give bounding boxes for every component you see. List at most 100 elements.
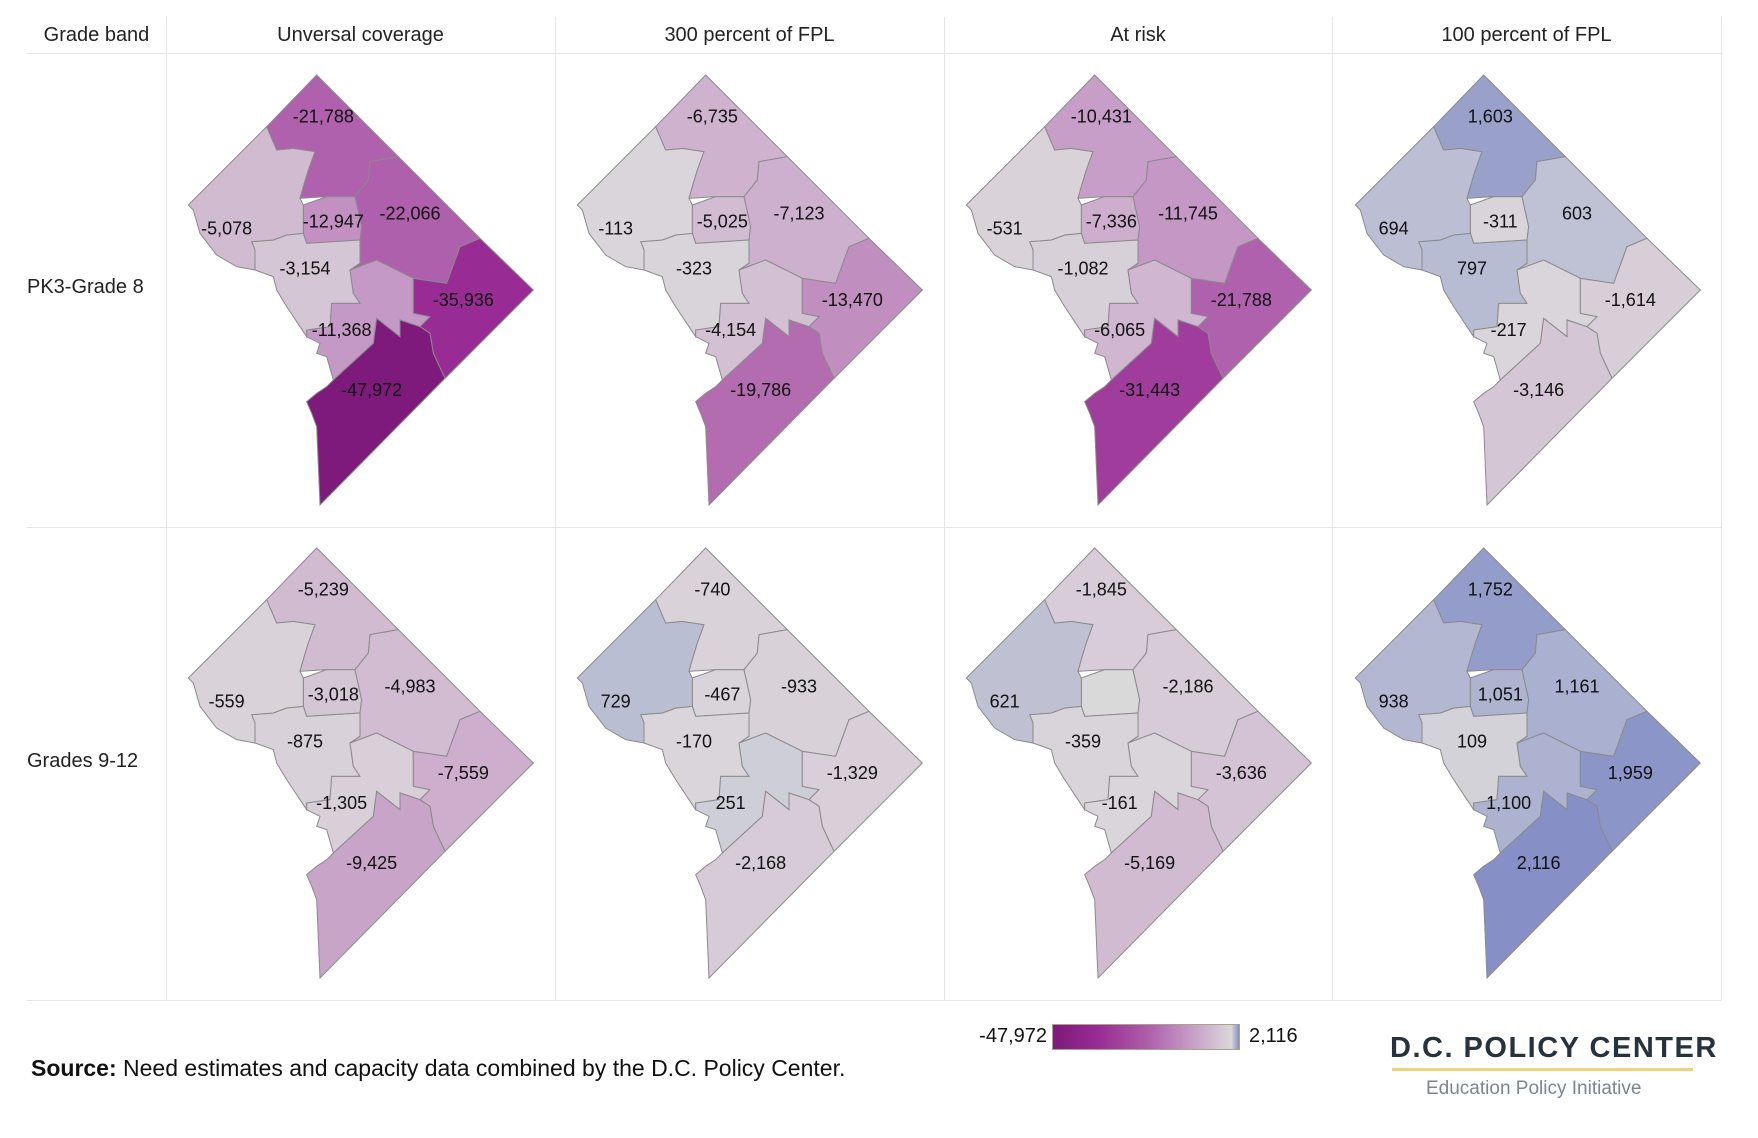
ward-1-value-label: -311 — [1483, 212, 1518, 232]
ward-3-value-label: 694 — [1379, 218, 1409, 238]
divider — [27, 527, 1721, 528]
ward-1-value-label: -467 — [704, 685, 740, 705]
ward-2-value-label: -170 — [676, 731, 712, 751]
logo-title: D.C. POLICY CENTER — [1390, 1032, 1718, 1064]
ward-8-region[interactable] — [695, 317, 835, 507]
map-pk3-grade8-300-fpl: -5,025 -323 -113 -6,735 -7,123 -4,154 -13,470 -… — [576, 74, 924, 507]
divider — [555, 17, 556, 1000]
ward-6-value-label: -1,305 — [316, 793, 367, 813]
ward-4-value-label: 1,752 — [1468, 580, 1513, 600]
ward-4-value-label: -6,735 — [687, 107, 738, 127]
ward-4-value-label: 1,603 — [1468, 107, 1513, 127]
divider — [944, 17, 945, 1000]
ward-4-value-label: -10,431 — [1071, 107, 1132, 127]
ward-3-value-label: -531 — [987, 218, 1023, 238]
source-label: Source: — [31, 1055, 117, 1081]
logo-subtitle: Education Policy Initiative — [1426, 1078, 1642, 1099]
ward-5-value-label: -2,186 — [1162, 676, 1213, 696]
ward-6-value-label: -6,065 — [1094, 320, 1145, 340]
ward-2-value-label: -875 — [287, 731, 323, 751]
ward-1-region[interactable] — [1080, 669, 1141, 717]
ward-6-value-label: 251 — [716, 793, 746, 813]
ward-7-value-label: -1,614 — [1605, 290, 1656, 310]
ward-1-value-label: -3,018 — [308, 685, 359, 705]
ward-8-value-label: -9,425 — [346, 853, 397, 873]
ward-8-region[interactable] — [1084, 790, 1224, 980]
ward-7-value-label: -21,788 — [1211, 290, 1272, 310]
ward-5-value-label: -22,066 — [379, 203, 440, 223]
divider — [1332, 17, 1333, 1000]
ward-8-region[interactable] — [1473, 790, 1613, 980]
column-header-100-fpl: 100 percent of FPL — [1332, 17, 1721, 54]
ward-8-value-label: -19,786 — [730, 380, 791, 400]
ward-7-value-label: -7,559 — [438, 763, 489, 783]
ward-6-value-label: -217 — [1491, 320, 1527, 340]
ward-7-value-label: -35,936 — [433, 290, 494, 310]
divider — [27, 1000, 1721, 1001]
ward-8-value-label: -3,146 — [1513, 380, 1564, 400]
ward-4-value-label: -5,239 — [298, 580, 349, 600]
ward-8-value-label: -31,443 — [1119, 380, 1180, 400]
ward-8-region[interactable] — [1084, 317, 1224, 507]
ward-2-value-label: -323 — [676, 258, 712, 278]
ward-2-value-label: -3,154 — [279, 258, 330, 278]
map-pk3-grade8-at-risk: -7,336 -1,082 -531 -10,431 -11,745 -6,065 -21,… — [965, 74, 1313, 507]
ward-2-value-label: -359 — [1065, 731, 1101, 751]
ward-8-region[interactable] — [306, 317, 446, 507]
ward-6-value-label: -4,154 — [705, 320, 756, 340]
ward-6-value-label: -11,368 — [312, 320, 372, 340]
grade-band-header: Grade band — [27, 17, 166, 54]
ward-4-value-label: -740 — [694, 580, 730, 600]
ward-2-value-label: -1,082 — [1057, 258, 1108, 278]
column-header-universal: Unversal coverage — [166, 17, 555, 54]
ward-8-value-label: -2,168 — [735, 853, 786, 873]
ward-5-value-label: 603 — [1562, 203, 1592, 223]
column-header-300-fpl: 300 percent of FPL — [555, 17, 944, 54]
ward-1-value-label: -12,947 — [303, 212, 364, 232]
ward-2-value-label: 109 — [1457, 731, 1487, 751]
divider — [166, 17, 167, 1000]
legend-max-label: 2,116 — [1249, 1025, 1298, 1047]
ward-3-value-label: -113 — [598, 218, 633, 238]
map-grades-9-12-at-risk: -359 621 -1,845 -2,186 -161 -3,636 -5,169 — [965, 547, 1313, 980]
ward-5-value-label: 1,161 — [1554, 676, 1599, 696]
ward-7-value-label: -1,329 — [827, 763, 878, 783]
ward-6-value-label: -161 — [1102, 793, 1138, 813]
ward-8-region[interactable] — [306, 790, 446, 980]
map-pk3-grade8-universal: -12,947 -3,154 -5,078 -21,788 -22,066 -11,368… — [187, 74, 535, 507]
ward-2-value-label: 797 — [1457, 258, 1487, 278]
source-note: Source: Need estimates and capacity data… — [31, 1055, 845, 1082]
column-header-at-risk: At risk — [944, 17, 1332, 54]
ward-1-value-label: -5,025 — [697, 212, 748, 232]
ward-8-region[interactable] — [1473, 317, 1613, 507]
row-label-grades-9-12: Grades 9-12 — [27, 750, 139, 772]
ward-5-value-label: -4,983 — [384, 676, 435, 696]
legend-min-label: -47,972 — [979, 1025, 1047, 1047]
ward-3-value-label: 938 — [1379, 691, 1409, 711]
ward-5-value-label: -7,123 — [773, 203, 824, 223]
ward-7-value-label: 1,959 — [1608, 763, 1653, 783]
map-grades-9-12-100-fpl: 1,051 109 938 1,752 1,161 1,100 1,959 2,116 — [1354, 547, 1702, 980]
ward-3-value-label: -5,078 — [201, 218, 252, 238]
ward-1-value-label: 1,051 — [1478, 685, 1523, 705]
ward-8-region[interactable] — [695, 790, 835, 980]
ward-8-value-label: 2,116 — [1517, 853, 1561, 873]
ward-1-value-label: -7,336 — [1086, 212, 1137, 232]
map-grades-9-12-universal: -3,018 -875 -559 -5,239 -4,983 -1,305 -7,559 -9… — [187, 547, 535, 980]
source-text: Need estimates and capacity data combine… — [116, 1055, 846, 1081]
ward-8-value-label: -47,972 — [341, 380, 402, 400]
ward-5-value-label: -933 — [781, 676, 817, 696]
ward-4-value-label: -1,845 — [1076, 580, 1127, 600]
map-grades-9-12-300-fpl: -467 -170 729 -740 -933 251 -1,329 -2,168 — [576, 547, 924, 980]
ward-6-value-label: 1,100 — [1486, 793, 1531, 813]
ward-3-value-label: 621 — [990, 691, 1020, 711]
legend-color-bar — [1052, 1024, 1240, 1050]
divider — [1721, 17, 1722, 1000]
ward-3-value-label: -559 — [209, 691, 245, 711]
ward-3-value-label: 729 — [601, 691, 631, 711]
ward-5-value-label: -11,745 — [1158, 203, 1218, 223]
ward-4-value-label: -21,788 — [293, 107, 354, 127]
row-label-pk3-grade8: PK3-Grade 8 — [27, 276, 144, 298]
logo-underline — [1392, 1068, 1693, 1071]
ward-7-value-label: -13,470 — [822, 290, 883, 310]
